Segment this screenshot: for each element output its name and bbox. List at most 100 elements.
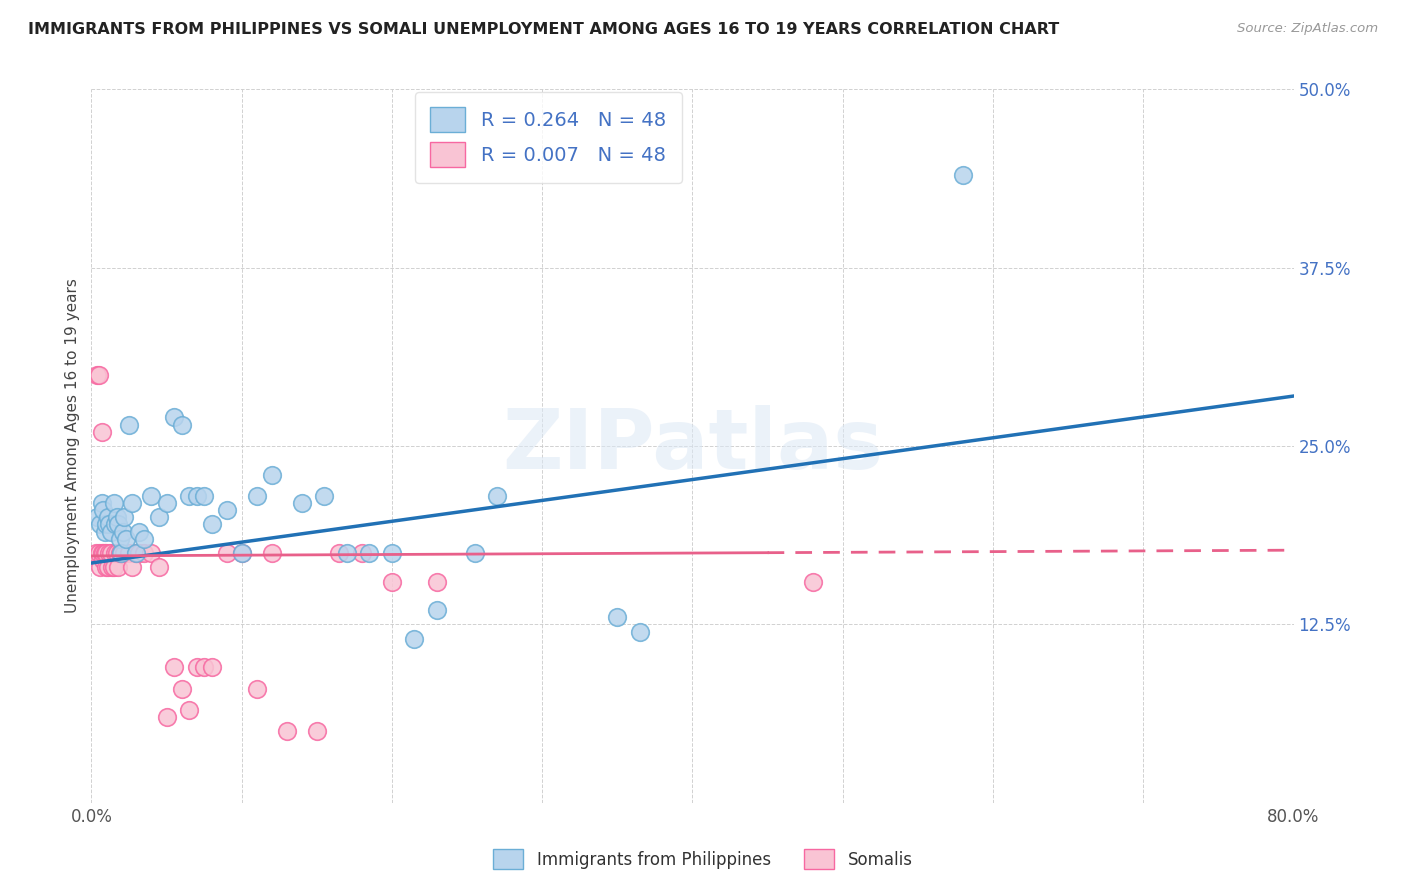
Point (100, 524, 122, 539)
Text: IMMIGRANTS FROM PHILIPPINES VS SOMALI UNEMPLOYMENT AMONG AGES 16 TO 19 YEARS COR: IMMIGRANTS FROM PHILIPPINES VS SOMALI UN… (28, 22, 1059, 37)
Point (359, 546, 381, 560)
Point (163, 410, 186, 425)
Point (381, 546, 404, 560)
Point (105, 546, 128, 560)
Point (96, 517, 118, 532)
Point (132, 532, 155, 546)
Point (231, 546, 253, 560)
Point (94, 524, 117, 539)
Point (93, 546, 115, 560)
Point (93, 503, 115, 517)
Point (328, 546, 350, 560)
Point (231, 546, 253, 560)
Point (350, 546, 373, 560)
Point (215, 503, 238, 517)
Point (170, 417, 193, 432)
Point (86, 510, 108, 524)
Point (260, 467, 283, 482)
Point (87, 368, 110, 382)
Point (108, 532, 131, 546)
Point (107, 560, 129, 574)
Point (201, 517, 224, 532)
Point (148, 510, 170, 524)
Point (128, 524, 150, 539)
Legend: Immigrants from Philippines, Somalis: Immigrants from Philippines, Somalis (484, 838, 922, 880)
Point (98, 546, 121, 560)
Point (177, 703, 200, 717)
Point (90, 496, 112, 510)
Point (801, 574, 824, 589)
Point (291, 496, 314, 510)
Point (97, 510, 120, 524)
Point (96, 560, 118, 574)
Point (246, 489, 269, 503)
Point (260, 546, 283, 560)
Point (93, 553, 115, 567)
Point (104, 546, 127, 560)
Point (186, 489, 208, 503)
Point (486, 489, 509, 503)
Point (177, 489, 200, 503)
Point (114, 510, 136, 524)
Point (314, 489, 336, 503)
Point (115, 532, 138, 546)
Point (336, 546, 359, 560)
Point (215, 546, 238, 560)
Point (89, 560, 111, 574)
Point (141, 489, 163, 503)
Point (114, 546, 136, 560)
Point (464, 546, 486, 560)
Point (87, 546, 110, 560)
Point (155, 496, 177, 510)
Point (108, 546, 131, 560)
Point (104, 517, 127, 532)
Point (381, 574, 404, 589)
Point (97, 560, 120, 574)
Point (110, 546, 132, 560)
Point (163, 660, 186, 674)
Point (141, 546, 163, 560)
Point (628, 624, 651, 639)
Point (606, 610, 628, 624)
Point (201, 660, 224, 674)
Point (121, 496, 143, 510)
Point (110, 546, 132, 560)
Y-axis label: Unemployment Among Ages 16 to 19 years: Unemployment Among Ages 16 to 19 years (65, 278, 80, 614)
Point (103, 560, 125, 574)
Point (246, 681, 269, 696)
Point (186, 660, 208, 674)
Point (155, 710, 177, 724)
Point (84, 546, 107, 560)
Point (121, 560, 143, 574)
Point (952, 168, 974, 182)
Point (118, 546, 141, 560)
Point (128, 546, 150, 560)
Point (404, 632, 426, 646)
Point (98, 517, 121, 532)
Point (111, 524, 134, 539)
Point (276, 724, 298, 739)
Point (125, 546, 148, 560)
Point (101, 560, 124, 574)
Legend: R = 0.264   N = 48, R = 0.007   N = 48: R = 0.264 N = 48, R = 0.007 N = 48 (415, 92, 682, 183)
Point (125, 546, 148, 560)
Point (90, 425, 112, 439)
Point (107, 517, 129, 532)
Point (305, 724, 328, 739)
Point (170, 681, 193, 696)
Point (100, 546, 122, 560)
Point (132, 546, 155, 560)
Point (148, 560, 170, 574)
Point (193, 489, 215, 503)
Point (89, 517, 111, 532)
Point (118, 417, 141, 432)
Point (86, 368, 108, 382)
Point (94, 546, 117, 560)
Text: ZIPatlas: ZIPatlas (502, 406, 883, 486)
Point (193, 660, 215, 674)
Point (96, 546, 118, 560)
Point (103, 496, 125, 510)
Point (426, 574, 449, 589)
Point (426, 603, 449, 617)
Point (90, 546, 112, 560)
